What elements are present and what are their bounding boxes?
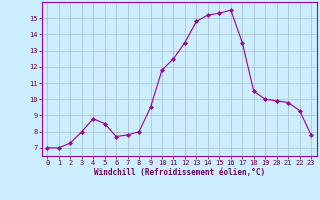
X-axis label: Windchill (Refroidissement éolien,°C): Windchill (Refroidissement éolien,°C) xyxy=(94,168,265,177)
